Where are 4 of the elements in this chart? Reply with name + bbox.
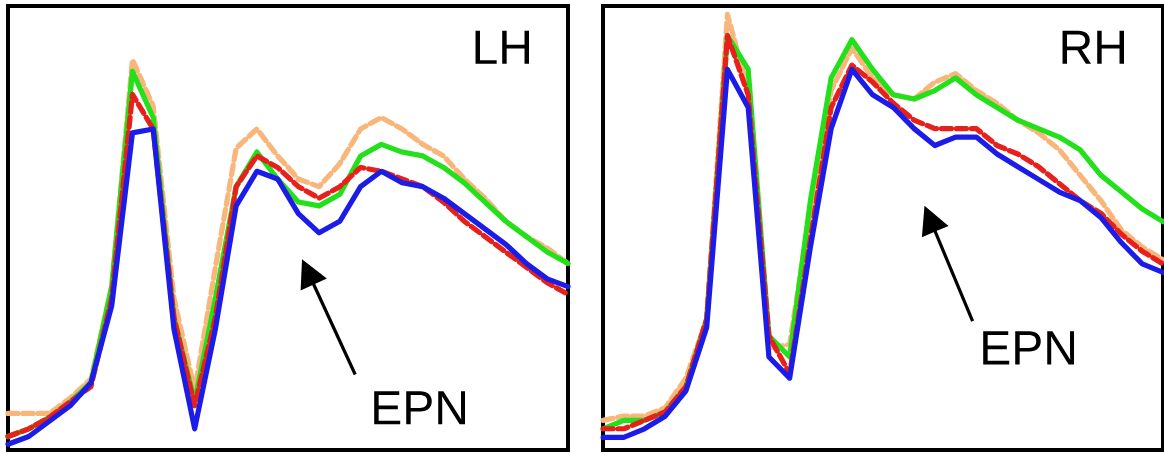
annotation: EPN <box>374 391 466 425</box>
annotation: EPN <box>983 331 1075 365</box>
chart-title: LH <box>475 30 529 64</box>
chart-title: RH <box>1062 30 1124 64</box>
